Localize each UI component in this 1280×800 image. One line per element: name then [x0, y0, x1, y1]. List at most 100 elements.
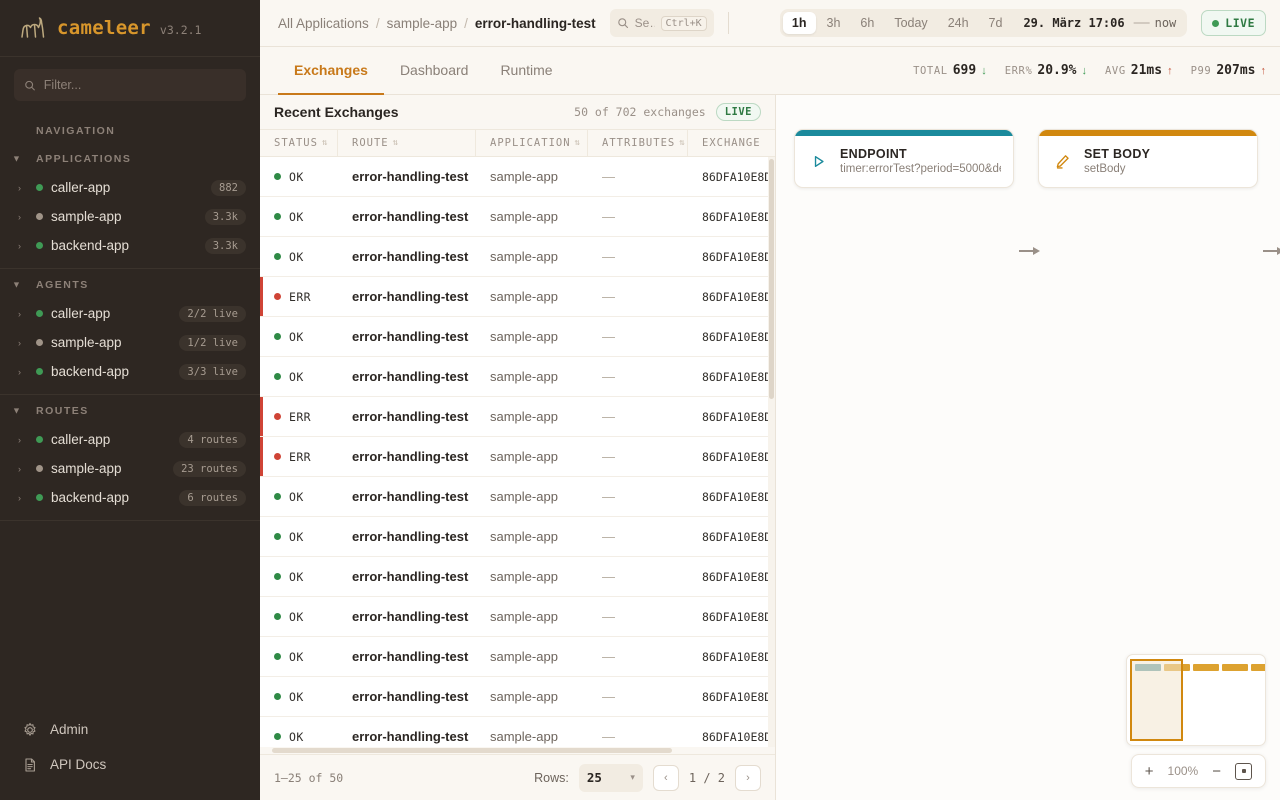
sort-icon: ⇅ [321, 138, 329, 148]
table-row[interactable]: ERR error-handling-test sample-app — 86DFA10… [260, 397, 775, 437]
sidebar-item-applications-sample-app[interactable]: › sample-app 3.3k [0, 202, 260, 231]
tab-dashboard[interactable]: Dashboard [384, 47, 485, 95]
attributes-label: — [602, 248, 615, 264]
brand[interactable]: cameleer v3.2.1 [0, 0, 260, 57]
live-toggle[interactable]: LIVE [1201, 10, 1266, 36]
table-row[interactable]: OK error-handling-test sample-app — 86DFA10E… [260, 477, 775, 517]
section-header-applications[interactable]: ▼ APPLICATIONS [0, 145, 260, 173]
table-row[interactable]: OK error-handling-test sample-app — 86DFA10E… [260, 677, 775, 717]
sidebar-item-agents-sample-app[interactable]: › sample-app 1/2 live [0, 328, 260, 357]
diagram-node-set-body[interactable]: SET BODY setBody [1038, 129, 1258, 188]
cell-application: sample-app [476, 408, 588, 426]
table-row[interactable]: OK error-handling-test sample-app — 86DFA10E… [260, 717, 775, 747]
chevron-left-icon: ‹ [664, 771, 668, 784]
table-vertical-scrollbar[interactable] [768, 157, 775, 747]
breadcrumb-all-applications[interactable]: All Applications [278, 15, 369, 31]
table-row[interactable]: ERR error-handling-test sample-app — 86DFA10… [260, 437, 775, 477]
sidebar-item-admin[interactable]: Admin [0, 712, 260, 747]
table-row[interactable]: ERR error-handling-test sample-app — 86DFA10… [260, 277, 775, 317]
table-row[interactable]: OK error-handling-test sample-app — 86DFA10E… [260, 557, 775, 597]
time-range-6h[interactable]: 6h [860, 16, 875, 30]
metric-err-pct: ERR% 20.9% ↓ [1005, 63, 1087, 78]
column-header-exchange[interactable]: EXCHANGE [688, 130, 775, 156]
breadcrumb-sample-app[interactable]: sample-app [386, 15, 458, 31]
cell-route: error-handling-test [338, 368, 476, 386]
table-column-headers: STATUS ⇅ ROUTE ⇅ APPLICATION ⇅ ATTRIBUTE… [260, 129, 775, 157]
cell-application: sample-app [476, 728, 588, 746]
global-search[interactable]: Se… Ctrl+K [609, 9, 714, 37]
column-header-attributes[interactable]: ATTRIBUTES ⇅ [588, 130, 688, 156]
cell-application: sample-app [476, 328, 588, 346]
time-range-3h[interactable]: 3h [826, 16, 841, 30]
table-row[interactable]: OK error-handling-test sample-app — 86DFA10E… [260, 317, 775, 357]
rows-per-page-select[interactable]: 25 ▾ [578, 763, 643, 792]
search-placeholder: Se… [634, 16, 655, 30]
column-header-route[interactable]: ROUTE ⇅ [338, 130, 476, 156]
table-row[interactable]: OK error-handling-test sample-app — 86DFA10E… [260, 197, 775, 237]
sidebar-item-applications-backend-app[interactable]: › backend-app 3.3k [0, 231, 260, 260]
diagram-canvas[interactable]: ENDPOINT timer:errorTest?period=5000&del… [776, 95, 1280, 800]
sidebar-item-agents-backend-app[interactable]: › backend-app 3/3 live [0, 357, 260, 386]
sidebar-item-badge: 23 routes [173, 460, 246, 477]
section-header-agents[interactable]: ▼ AGENTS [0, 271, 260, 299]
content-area: Recent Exchanges 50 of 702 exchanges LIV… [260, 95, 1280, 800]
minimap-viewport[interactable] [1130, 659, 1183, 741]
sidebar-item-agents-caller-app[interactable]: › caller-app 2/2 live [0, 299, 260, 328]
range-from[interactable]: 29. März 17:06 [1023, 16, 1125, 30]
chevron-right-icon: › [18, 337, 21, 348]
exchanges-rows[interactable]: OK error-handling-test sample-app — 86DFA10E… [260, 157, 775, 747]
diagram-node-endpoint[interactable]: ENDPOINT timer:errorTest?period=5000&del… [794, 129, 1014, 188]
time-range-24h[interactable]: 24h [947, 16, 969, 30]
table-row[interactable]: OK error-handling-test sample-app — 86DFA10E… [260, 357, 775, 397]
route-label: error-handling-test [352, 608, 469, 624]
column-label: APPLICATION [490, 137, 571, 149]
route-label: error-handling-test [352, 688, 469, 704]
status-dot-icon [274, 733, 281, 740]
chevron-right-icon: › [18, 434, 21, 445]
cell-attributes: — [588, 488, 688, 506]
table-row[interactable]: OK error-handling-test sample-app — 86DFA10E… [260, 237, 775, 277]
cell-attributes: — [588, 408, 688, 426]
range-to[interactable]: now [1154, 16, 1177, 30]
time-range-today[interactable]: Today [894, 16, 928, 30]
node-subtitle: setBody [1084, 163, 1126, 175]
route-label: error-handling-test [352, 168, 469, 184]
prev-page-button[interactable]: ‹ [652, 764, 679, 791]
sidebar-item-routes-caller-app[interactable]: › caller-app 4 routes [0, 425, 260, 454]
sidebar-item-applications-caller-app[interactable]: › caller-app 882 [0, 173, 260, 202]
table-horizontal-scrollbar[interactable] [260, 747, 775, 754]
exchanges-live-badge[interactable]: LIVE [715, 103, 761, 121]
status-label: OK [289, 689, 304, 704]
table-row[interactable]: OK error-handling-test sample-app — 86DFA10E… [260, 637, 775, 677]
tab-exchanges[interactable]: Exchanges [278, 47, 384, 95]
time-range-7d[interactable]: 7d [988, 16, 1003, 30]
cell-status: OK [260, 250, 338, 264]
next-page-button[interactable]: › [735, 764, 761, 791]
filter-box[interactable] [14, 69, 246, 101]
tab-runtime[interactable]: Runtime [484, 47, 568, 95]
fit-view-button[interactable] [1235, 762, 1252, 780]
route-diagram[interactable]: ENDPOINT timer:errorTest?period=5000&del… [776, 95, 1280, 800]
table-row[interactable]: OK error-handling-test sample-app — 86DFA10E… [260, 597, 775, 637]
cell-application: sample-app [476, 368, 588, 386]
section-header-routes[interactable]: ▼ ROUTES [0, 397, 260, 425]
live-label: LIVE [724, 106, 752, 118]
column-header-application[interactable]: APPLICATION ⇅ [476, 130, 588, 156]
zoom-in-button[interactable]: + [1144, 762, 1154, 780]
filter-input[interactable] [43, 78, 236, 92]
sidebar-item-routes-backend-app[interactable]: › backend-app 6 routes [0, 483, 260, 512]
sidebar-item-api-docs[interactable]: API Docs [0, 747, 260, 782]
table-row[interactable]: OK error-handling-test sample-app — 86DFA10E… [260, 157, 775, 197]
attributes-label: — [602, 288, 615, 304]
sidebar-item-routes-sample-app[interactable]: › sample-app 23 routes [0, 454, 260, 483]
status-dot-icon [274, 253, 281, 260]
application-label: sample-app [490, 248, 558, 264]
time-range-1h[interactable]: 1h [782, 12, 816, 34]
table-row[interactable]: OK error-handling-test sample-app — 86DFA10E… [260, 517, 775, 557]
cell-exchange: 86DFA10E8D [688, 368, 775, 386]
zoom-out-button[interactable]: − [1212, 762, 1221, 780]
cell-exchange: 86DFA10E8D [688, 728, 775, 746]
node-subtitle: timer:errorTest?period=5000&dela [840, 163, 1001, 175]
diagram-minimap[interactable] [1126, 654, 1266, 746]
column-header-status[interactable]: STATUS ⇅ [260, 130, 338, 156]
